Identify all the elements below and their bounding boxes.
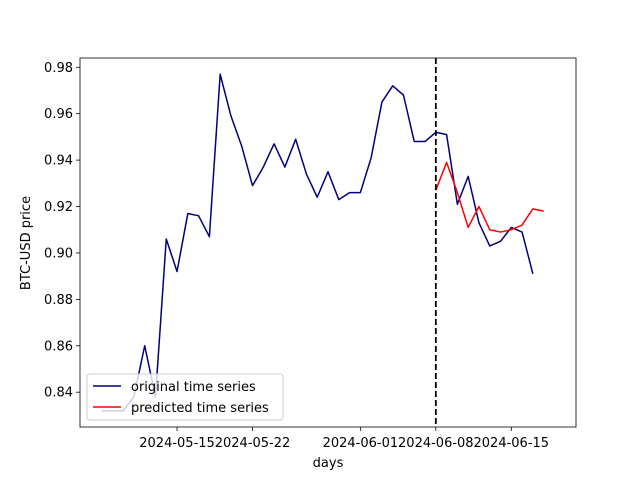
plot-frame: [79, 57, 577, 428]
legend-label-predicted: predicted time series: [131, 401, 269, 416]
x-axis: 2024-05-15 2024-05-22 2024-06-01 2024-06-08…: [139, 427, 549, 451]
x-tick-label: 2024-06-15: [474, 436, 550, 451]
x-tick-label: 2024-06-08: [398, 436, 474, 451]
y-tick-label: 0.92: [44, 200, 73, 215]
y-axis: 0.84 0.86 0.88 0.90 0.92 0.94 0.96 0.98: [44, 61, 80, 401]
y-axis-label: BTC-USD price: [19, 196, 34, 290]
y-tick-label: 0.98: [44, 61, 73, 76]
legend: original time series predicted time seri…: [86, 373, 284, 421]
y-tick-label: 0.96: [44, 107, 73, 122]
series-layer: [101, 73, 544, 412]
y-tick-label: 0.94: [44, 154, 73, 169]
x-axis-label: days: [313, 456, 344, 471]
y-tick-label: 0.84: [44, 386, 73, 401]
x-tick-label: 2024-05-22: [215, 436, 291, 451]
legend-label-original: original time series: [131, 380, 256, 395]
plot-area: [80, 58, 576, 427]
x-tick-label: 2024-06-01: [323, 436, 399, 451]
legend-box: [86, 373, 284, 421]
y-tick-label: 0.86: [44, 339, 73, 354]
y-tick-label: 0.88: [44, 293, 73, 308]
x-tick-label: 2024-05-15: [139, 436, 215, 451]
y-tick-label: 0.90: [44, 246, 73, 261]
